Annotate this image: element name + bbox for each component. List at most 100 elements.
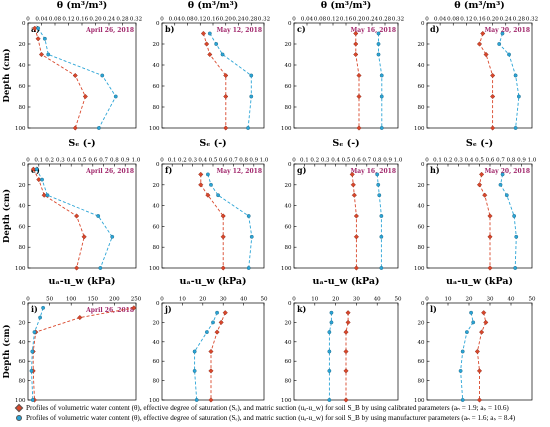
data-point-calibrated (343, 348, 349, 355)
y-tick-label: 60 (418, 359, 425, 365)
data-point-calibrated (207, 51, 213, 58)
x-tick-label: 0.4 (331, 158, 340, 164)
series-line-calibrated (479, 33, 494, 128)
y-tick-label: 40 (19, 204, 26, 210)
series-line-manufacturer (36, 168, 113, 269)
data-point-calibrated (204, 41, 210, 47)
x-tick-label: 50 (261, 297, 268, 303)
x-tick-label: 0 (26, 17, 30, 23)
y-tick-label: 60 (19, 359, 26, 365)
y-tick-label: 40 (418, 63, 425, 69)
x-tick-label: 0 (292, 297, 296, 303)
data-point-manufacturer (498, 182, 503, 187)
data-point-calibrated (208, 397, 214, 403)
data-point-manufacturer (500, 172, 505, 177)
y-tick-label: 20 (285, 183, 292, 189)
data-point-calibrated (482, 192, 488, 198)
data-point-calibrated (480, 30, 486, 37)
panel-h: Sₑ (-) 0 0.1 0.2 0.3 0.4 0.5 0.6 0.7 0.8 0.9 1.0 0 20… (414, 138, 537, 272)
x-tick-label: 0.08 (49, 17, 62, 23)
y-tick-label: 20 (19, 183, 26, 189)
x-tick-label: 0.3 (56, 158, 65, 164)
x-tick-label: 10 (445, 297, 452, 303)
x-tick-label: 0 (26, 297, 30, 303)
x-tick-label: 0.28 (116, 17, 129, 23)
y-tick-label: 100 (281, 398, 292, 404)
data-point-manufacturer (329, 320, 334, 325)
data-point-calibrated (208, 368, 214, 374)
y-tick-label: 80 (418, 379, 425, 385)
date-label: April 26, 2018 (85, 307, 134, 314)
x-tick-label: 0.28 (513, 17, 526, 23)
x-tick-label: 0.04 (434, 17, 447, 23)
x-tick-label: 0.20 (487, 17, 500, 23)
panel-letter: j) (164, 304, 172, 314)
data-point-calibrated (38, 51, 45, 58)
y-tick-label: 0 (156, 21, 160, 27)
series-line-manufacturer (194, 312, 218, 401)
panel-letter: h) (430, 165, 440, 175)
y-tick-label: 100 (15, 266, 26, 272)
x-tick-label: 0 (160, 17, 164, 23)
data-point-manufacturer (327, 368, 332, 373)
plot-frame (27, 302, 137, 401)
data-point-manufacturer (376, 52, 381, 57)
x-tick-label: 0 (292, 17, 296, 23)
data-point-manufacturer (379, 126, 384, 130)
y-tick-label: 80 (153, 105, 160, 111)
y-tick-label: 100 (149, 126, 160, 132)
data-point-manufacturer (29, 368, 34, 373)
data-point-manufacturer (513, 126, 518, 130)
date-label: April 26, 2018 (85, 168, 134, 175)
data-point-calibrated (218, 319, 224, 325)
series-line-manufacturer (209, 33, 252, 129)
panel-d: θ (m³/m³) 0 0.04 0.08 0.12 0.16 0.20 0.24 0.28 0.… (414, 0, 538, 132)
y-tick-label: 60 (153, 224, 160, 230)
data-point-manufacturer (96, 214, 101, 218)
y-tick-label: 100 (414, 398, 425, 404)
data-point-manufacturer (96, 126, 101, 130)
data-point-calibrated (220, 234, 226, 240)
x-tick-label: 0 (425, 17, 429, 23)
panel-title: θ (m³/m³) (57, 0, 108, 11)
data-point-manufacturer (512, 214, 517, 218)
data-point-calibrated (222, 310, 228, 316)
series-line-manufacturer (31, 307, 44, 401)
data-point-calibrated (490, 125, 496, 131)
x-tick-label: 0.1 (433, 158, 442, 164)
date-label: May 20, 2018 (485, 168, 530, 175)
y-tick-label: 100 (15, 398, 26, 404)
x-tick-label: 0.6 (352, 158, 361, 164)
series-line-calibrated (351, 174, 357, 268)
y-tick-label: 0 (22, 301, 26, 307)
y-tick-label: 20 (19, 42, 26, 48)
data-point-calibrated (353, 234, 359, 240)
panel-k: uₐ-u_w (kPa) 0 10 20 30 40 50 0 20 40 60 80 100 k) (281, 276, 402, 404)
data-point-calibrated (74, 265, 80, 271)
y-tick-label: 20 (153, 42, 160, 48)
plot-frame (426, 163, 533, 269)
series-line-calibrated (33, 168, 85, 269)
panel-letter: g) (297, 165, 307, 175)
y-tick-label: 20 (418, 183, 425, 189)
x-tick-label: 0.1 (168, 158, 177, 164)
data-point-calibrated (32, 25, 38, 31)
data-point-manufacturer (376, 182, 381, 187)
series-line-manufacturer (500, 174, 517, 269)
panel-i: uₐ-u_w (kPa) 0 50 100 150 200 250 0 20 40 60 80 100 D… (1, 276, 142, 404)
y-tick-label: 0 (288, 21, 292, 27)
y-tick-label: 100 (281, 266, 292, 272)
y-tick-label: 60 (19, 224, 26, 230)
x-tick-label: 0.5 (209, 158, 218, 164)
data-point-manufacturer (249, 73, 254, 78)
data-point-manufacturer (327, 349, 332, 354)
panel-title: θ (m³/m³) (454, 0, 505, 11)
x-tick-label: 0.9 (121, 158, 130, 164)
y-tick-label: 80 (418, 105, 425, 111)
data-point-calibrated (220, 213, 226, 219)
x-tick-label: 50 (395, 297, 402, 303)
data-point-manufacturer (204, 330, 209, 334)
x-tick-label: 0.4 (67, 158, 76, 164)
x-tick-label: 0.2 (310, 158, 319, 164)
x-tick-label: 0.32 (258, 17, 270, 23)
